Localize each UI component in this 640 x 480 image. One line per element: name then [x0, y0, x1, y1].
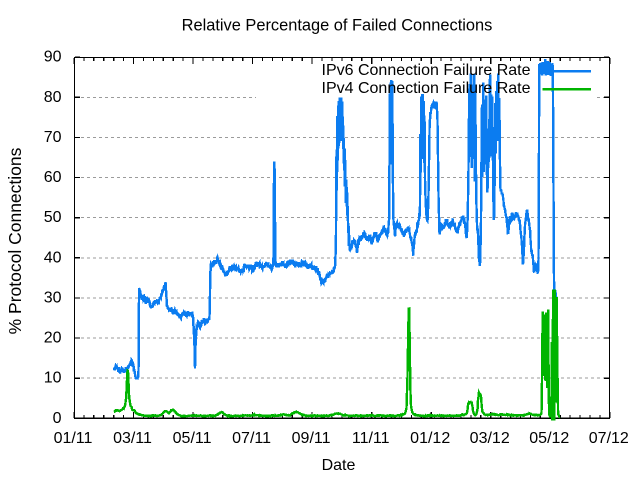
svg-text:01/12: 01/12: [410, 430, 450, 447]
svg-text:05/12: 05/12: [529, 430, 569, 447]
svg-text:20: 20: [44, 330, 62, 347]
svg-text:70: 70: [44, 129, 62, 146]
svg-text:50: 50: [44, 209, 62, 226]
svg-text:Relative Percentage of Failed: Relative Percentage of Failed Connection…: [182, 17, 493, 35]
svg-text:09/11: 09/11: [292, 430, 331, 447]
svg-text:01/11: 01/11: [54, 430, 93, 447]
svg-text:07/11: 07/11: [232, 430, 271, 447]
svg-text:03/12: 03/12: [470, 430, 510, 447]
svg-text:40: 40: [44, 249, 62, 266]
svg-text:0: 0: [53, 410, 62, 427]
svg-text:03/11: 03/11: [113, 430, 152, 447]
svg-text:11/11: 11/11: [352, 430, 390, 447]
svg-text:80: 80: [44, 89, 62, 106]
svg-text:IPv4 Connection Failure Rate: IPv4 Connection Failure Rate: [322, 80, 531, 97]
svg-text:10: 10: [44, 370, 62, 387]
svg-text:90: 90: [44, 49, 62, 66]
svg-text:07/12: 07/12: [589, 430, 629, 447]
svg-text:30: 30: [44, 289, 62, 306]
svg-text:60: 60: [44, 169, 62, 186]
svg-text:05/11: 05/11: [173, 430, 212, 447]
svg-text:% Protocol Connections: % Protocol Connections: [5, 147, 25, 334]
svg-text:IPv6 Connection Failure Rate: IPv6 Connection Failure Rate: [322, 62, 531, 79]
svg-text:Date: Date: [322, 457, 356, 474]
